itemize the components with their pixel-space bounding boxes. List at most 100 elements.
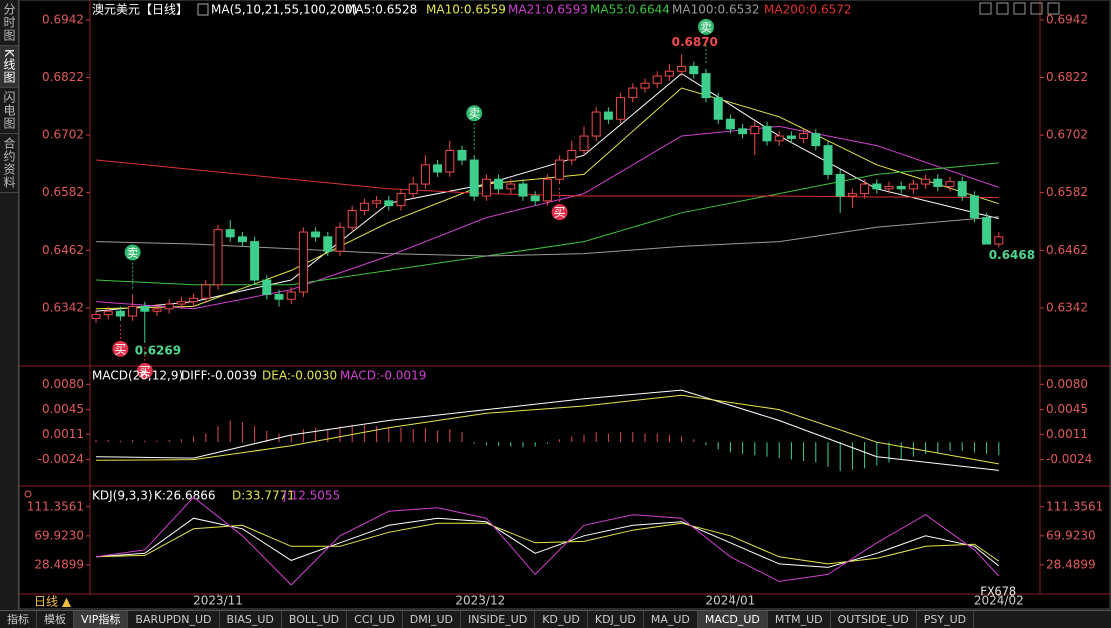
candle-body: [189, 297, 199, 303]
tab[interactable]: VIP指标: [74, 611, 129, 628]
y-tick-label: 0.6822: [42, 70, 84, 84]
signal-badge: [112, 340, 129, 357]
candle-body: [555, 159, 565, 180]
candle-body: [274, 293, 284, 300]
window-icon: [1047, 2, 1060, 15]
y-tick-label: 111.3561: [27, 499, 84, 513]
candle-body: [786, 135, 796, 139]
signal-badge: [466, 105, 483, 122]
ma-legend: MA55:0.6644: [590, 3, 670, 17]
date-label: 2023/11: [193, 594, 243, 608]
macd-line: [95, 394, 999, 465]
side-tab[interactable]: 分时图: [0, 0, 18, 46]
signal-label: 卖: [700, 20, 712, 34]
candle-body: [969, 195, 979, 219]
tab[interactable]: PSY_UD: [917, 611, 975, 628]
ma-legend: MA5:0.6528: [345, 3, 417, 17]
y-tick-label: 69.9230: [1046, 528, 1096, 542]
ma-legend: MA200:0.6572: [764, 3, 852, 17]
candle-body: [530, 195, 540, 202]
watermark: FX678: [980, 585, 1016, 599]
indicator-tabs: 指标 模板 VIP指标 BARUPDN_UD BIAS_UD BOLL_UD CCI_UD D…: [0, 610, 1111, 628]
candle-body: [176, 301, 186, 305]
tab[interactable]: KDJ_UD: [588, 611, 644, 628]
candle-body: [384, 200, 394, 207]
tab[interactable]: INSIDE_UD: [461, 611, 536, 628]
candle-body: [262, 279, 272, 295]
tab[interactable]: BOLL_UD: [282, 611, 348, 628]
window-icon: [979, 2, 992, 15]
tab[interactable]: MA_UD: [644, 611, 698, 628]
y-tick-label: 0.0045: [42, 402, 84, 416]
window-icon: [1013, 2, 1026, 15]
signal-badge: [551, 204, 568, 221]
candle-body: [567, 149, 577, 161]
tab[interactable]: 指标: [0, 611, 37, 628]
y-tick-label: 69.9230: [34, 528, 84, 542]
ma-line: [95, 162, 999, 286]
candle-body: [957, 181, 967, 197]
side-tab[interactable]: 闪电图: [0, 88, 18, 134]
candle-body: [579, 135, 589, 151]
side-tab[interactable]: 合约资料: [0, 134, 18, 193]
candle-body: [506, 183, 516, 190]
chart: 澳元美元【日线】 MA(5,10,21,55,100,200)MA5:0.6528…: [18, 0, 1111, 610]
side-tab[interactable]: K线图: [0, 46, 18, 88]
tab[interactable]: BIAS_UD: [220, 611, 282, 628]
frame: [18, 0, 1111, 610]
y-tick-label: 0.6942: [1046, 12, 1088, 26]
y-tick-label: 28.4899: [34, 557, 84, 571]
tab[interactable]: MACD_UD: [697, 611, 768, 628]
candle-body: [237, 236, 247, 243]
y-tick-label: 0.6942: [42, 12, 84, 26]
signal-badge: [698, 18, 714, 35]
candle-body: [774, 135, 784, 142]
tab[interactable]: BARUPDN_UD: [128, 611, 220, 628]
candle-body: [664, 70, 674, 77]
candle-body: [799, 133, 809, 139]
candle-body: [359, 202, 369, 211]
kdj-line: [95, 522, 1000, 565]
candle-body: [945, 181, 955, 187]
candle-body: [908, 183, 918, 190]
y-tick-label: 0.6822: [1046, 70, 1088, 84]
candle-body: [738, 128, 748, 135]
date-label: 2024/01: [705, 594, 755, 608]
tab[interactable]: 模板: [37, 611, 74, 628]
candle-body: [103, 310, 113, 316]
macd-legend: DEA:-0.0030: [262, 369, 337, 383]
y-tick-label: 0.6582: [42, 185, 84, 199]
macd-legend: DIFF:-0.0039: [181, 369, 257, 383]
candle-body: [616, 97, 626, 120]
candle-body: [347, 209, 357, 228]
y-tick-label: 0.0011: [42, 427, 84, 441]
candle-body: [994, 236, 1004, 245]
candle-body: [982, 217, 992, 245]
candle-body: [445, 149, 455, 173]
kdj-legend: D:33.7771: [232, 489, 295, 503]
signal-label: 卖: [468, 107, 480, 121]
candle-body: [298, 231, 308, 293]
tab[interactable]: DMI_UD: [403, 611, 462, 628]
macd-line: [95, 389, 999, 471]
y-tick-label: 0.6462: [42, 243, 84, 257]
signal-label: 买: [554, 206, 566, 220]
price-annotation: 0.6468: [989, 248, 1035, 262]
tab[interactable]: CCI_UD: [347, 611, 403, 628]
candle-body: [213, 229, 223, 286]
signal-label: 买: [114, 342, 126, 356]
candle-body: [372, 200, 382, 204]
kdj-icon: [24, 490, 32, 498]
candle-body: [225, 229, 235, 238]
candle-body: [689, 65, 699, 75]
tab[interactable]: MTM_UD: [768, 611, 831, 628]
kdj-line: [95, 517, 1000, 568]
candle-body: [640, 82, 650, 89]
tab[interactable]: OUTSIDE_UD: [831, 611, 917, 628]
candle-body: [420, 164, 430, 185]
candle-body: [250, 241, 260, 281]
tab[interactable]: KD_UD: [535, 611, 588, 628]
candle-body: [591, 111, 601, 137]
ma-legend: MA21:0.6593: [508, 3, 588, 17]
